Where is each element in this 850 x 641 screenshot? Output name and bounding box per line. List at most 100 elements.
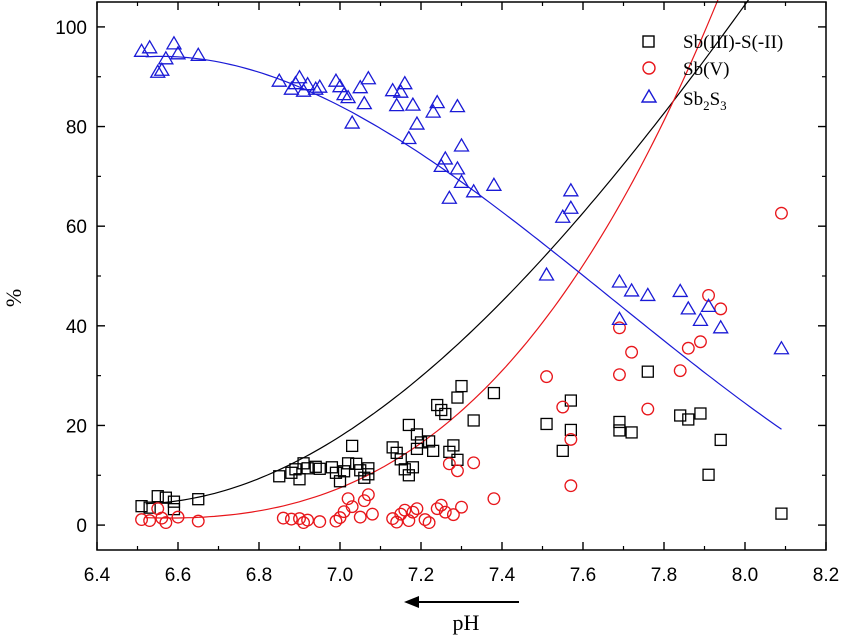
data-point-square — [435, 403, 448, 417]
data-point-circle — [345, 500, 359, 514]
data-point-circle — [455, 500, 468, 514]
data-point-circle — [702, 288, 716, 302]
data-point-circle — [406, 505, 420, 519]
fit-curves — [145, 0, 782, 519]
data-point-square — [135, 500, 148, 513]
data-point-square — [350, 457, 363, 470]
data-point-circle — [135, 513, 149, 527]
data-point-square — [564, 394, 577, 407]
data-point-triangle — [190, 47, 207, 61]
data-point-square — [293, 473, 306, 486]
data-point-circle — [681, 341, 695, 355]
data-point-circle — [293, 512, 306, 526]
data-point-triangle — [271, 72, 288, 87]
data-point-triangle — [700, 298, 717, 313]
data-point-square — [358, 471, 371, 484]
data-point-circle — [564, 432, 578, 446]
data-point-square — [694, 407, 707, 420]
data-point-square — [167, 495, 181, 508]
data-point-circle — [446, 508, 460, 522]
data-point-triangle — [538, 266, 555, 281]
data-point-circle — [775, 206, 788, 220]
data-point-square — [337, 465, 351, 478]
legend-label-sb5: Sb(V) — [683, 59, 729, 80]
data-point-triangle — [344, 114, 361, 129]
data-point-square — [467, 414, 480, 427]
data-point-triangle — [133, 43, 150, 57]
data-point-square — [362, 468, 375, 481]
plot-frame — [96, 1, 827, 551]
data-point-square — [143, 501, 156, 514]
data-point-triangle — [562, 182, 579, 197]
data-point-square — [159, 491, 173, 504]
data-markers — [133, 35, 790, 530]
x-tick-label: 6.4 — [84, 565, 111, 586]
data-point-triangle — [453, 174, 470, 188]
data-point-circle — [487, 492, 501, 506]
data-point-triangle — [352, 79, 369, 94]
data-point-triangle — [712, 319, 729, 334]
data-point-square — [455, 379, 468, 393]
x-tick-label: 7.0 — [327, 565, 353, 586]
left-arrow-annotation — [404, 596, 519, 608]
legend: Sb(III)-S(-II) Sb(V) Sb2S3 — [640, 32, 783, 113]
data-point-circle — [467, 456, 481, 470]
data-point-square — [625, 426, 638, 439]
data-point-square — [285, 466, 298, 479]
data-point-triangle — [562, 199, 579, 214]
data-point-triangle — [331, 78, 349, 93]
data-point-circle — [422, 516, 436, 530]
data-point-triangle — [433, 158, 450, 173]
data-point-square — [406, 461, 420, 474]
y-tick-label: 80 — [66, 118, 87, 139]
data-point-triangle — [299, 76, 316, 91]
legend-entry-sb5: Sb(V) — [642, 59, 729, 80]
data-point-circle — [418, 513, 432, 527]
data-point-triangle — [449, 160, 466, 175]
data-point-triangle — [465, 183, 482, 198]
data-point-triangle — [425, 103, 442, 118]
data-point-triangle — [611, 311, 628, 325]
data-point-triangle — [141, 39, 158, 54]
fit-curve — [145, 0, 750, 505]
data-point-square — [402, 418, 416, 432]
data-point-triangle — [437, 150, 454, 165]
data-point-square — [702, 468, 715, 481]
x-axis-label: pH — [453, 610, 480, 635]
data-point-square — [556, 444, 569, 458]
data-point-circle — [361, 488, 375, 502]
data-point-triangle — [392, 83, 409, 98]
data-point-triangle — [453, 137, 470, 152]
data-point-triangle — [360, 70, 377, 85]
data-point-square — [333, 475, 347, 488]
data-point-triangle — [157, 50, 174, 65]
y-tick-label: 40 — [66, 317, 87, 338]
data-point-circle — [386, 512, 400, 526]
data-point-triangle — [307, 80, 324, 95]
data-point-square — [345, 439, 359, 453]
fit-curve — [145, 55, 782, 430]
data-point-triangle — [429, 94, 446, 109]
data-point-circle — [284, 512, 298, 526]
data-point-square — [151, 490, 164, 503]
data-point-square — [273, 470, 286, 483]
data-point-triangle — [611, 273, 628, 288]
data-point-square — [443, 445, 456, 459]
data-point-circle — [556, 400, 570, 414]
x-axis: 6.4 6.6 6.8 7.0 7.2 7.4 7.6 7.8 8.0 8.2 — [84, 2, 839, 586]
data-point-triangle — [396, 75, 413, 90]
data-point-square — [390, 446, 403, 460]
data-point-square — [309, 460, 322, 473]
data-point-circle — [673, 364, 687, 378]
data-point-circle — [442, 457, 456, 471]
data-point-circle — [451, 464, 464, 478]
data-point-circle — [276, 511, 290, 525]
x-tick-label: 6.8 — [246, 565, 272, 586]
data-point-triangle — [165, 35, 183, 50]
data-point-square — [329, 466, 343, 479]
data-point-square — [540, 417, 553, 431]
data-point-square — [354, 464, 367, 477]
data-point-square — [451, 391, 464, 404]
data-point-triangle — [672, 283, 689, 298]
